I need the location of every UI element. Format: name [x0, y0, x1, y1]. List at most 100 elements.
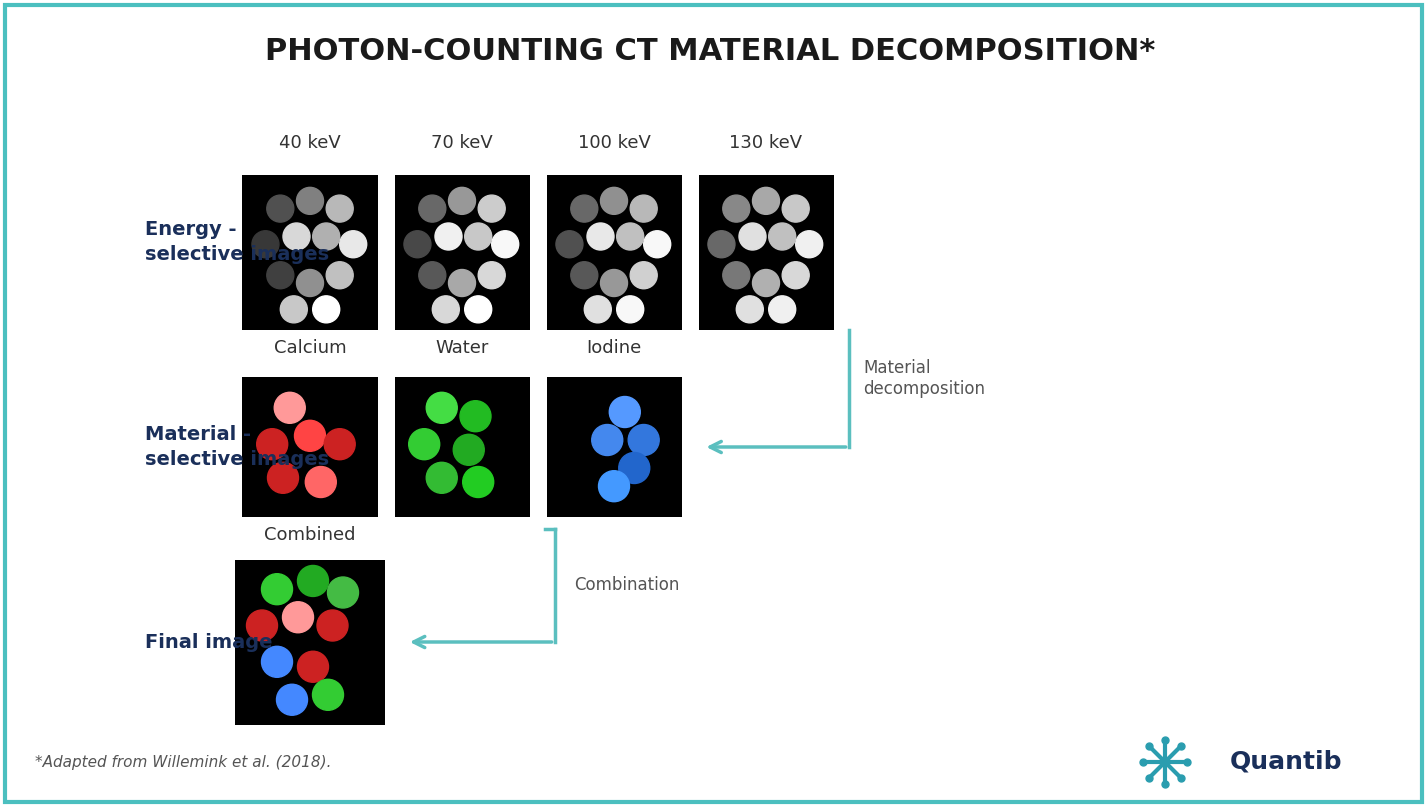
Circle shape: [313, 296, 340, 323]
Circle shape: [592, 424, 622, 455]
Circle shape: [280, 296, 307, 323]
Text: Quantib: Quantib: [1230, 750, 1343, 774]
Circle shape: [340, 231, 367, 257]
Circle shape: [294, 420, 325, 451]
Circle shape: [404, 231, 431, 257]
FancyBboxPatch shape: [235, 559, 385, 725]
Circle shape: [644, 231, 671, 257]
Circle shape: [418, 261, 445, 289]
FancyBboxPatch shape: [243, 377, 378, 517]
Text: Iodine: Iodine: [586, 339, 642, 357]
Text: PHOTON-COUNTING CT MATERIAL DECOMPOSITION*: PHOTON-COUNTING CT MATERIAL DECOMPOSITIO…: [265, 37, 1156, 66]
Circle shape: [723, 195, 749, 222]
Circle shape: [616, 296, 644, 323]
Circle shape: [313, 679, 344, 710]
Circle shape: [257, 429, 288, 460]
Text: *Adapted from Willemink et al. (2018).: *Adapted from Willemink et al. (2018).: [36, 755, 331, 770]
Circle shape: [571, 261, 598, 289]
FancyBboxPatch shape: [547, 174, 682, 329]
Circle shape: [274, 392, 305, 424]
Circle shape: [478, 195, 505, 222]
Circle shape: [782, 195, 809, 222]
Circle shape: [297, 270, 324, 296]
Circle shape: [492, 231, 518, 257]
Circle shape: [327, 261, 354, 289]
Text: 100 keV: 100 keV: [578, 135, 651, 153]
Circle shape: [465, 296, 492, 323]
Circle shape: [418, 195, 445, 222]
Circle shape: [708, 231, 735, 257]
Circle shape: [328, 577, 358, 608]
Circle shape: [462, 466, 494, 497]
Circle shape: [628, 424, 659, 455]
Circle shape: [557, 231, 584, 257]
Circle shape: [769, 296, 796, 323]
Circle shape: [752, 270, 779, 296]
Circle shape: [305, 466, 337, 497]
Circle shape: [454, 434, 484, 466]
Circle shape: [283, 602, 314, 633]
Circle shape: [297, 651, 328, 682]
Circle shape: [631, 195, 658, 222]
Circle shape: [631, 261, 658, 289]
Circle shape: [324, 429, 355, 460]
Text: Combined: Combined: [264, 526, 355, 545]
Circle shape: [601, 270, 628, 296]
Circle shape: [297, 187, 324, 215]
Text: Material -
selective images: Material - selective images: [146, 425, 330, 469]
Circle shape: [408, 429, 440, 460]
Circle shape: [277, 684, 307, 715]
Text: 130 keV: 130 keV: [729, 135, 802, 153]
Circle shape: [261, 574, 293, 604]
Circle shape: [769, 223, 796, 250]
Text: Water: Water: [435, 339, 488, 357]
Circle shape: [584, 296, 611, 323]
Circle shape: [283, 223, 310, 250]
Circle shape: [313, 223, 340, 250]
Text: 70 keV: 70 keV: [431, 135, 492, 153]
Text: Final image: Final image: [146, 633, 273, 651]
Circle shape: [427, 462, 457, 493]
Circle shape: [796, 231, 823, 257]
FancyBboxPatch shape: [698, 174, 833, 329]
Circle shape: [619, 453, 649, 483]
Circle shape: [723, 261, 749, 289]
Circle shape: [253, 231, 278, 257]
Circle shape: [601, 187, 628, 215]
Circle shape: [609, 396, 641, 428]
Text: 40 keV: 40 keV: [280, 135, 341, 153]
Circle shape: [571, 195, 598, 222]
FancyBboxPatch shape: [547, 377, 682, 517]
FancyBboxPatch shape: [6, 5, 1421, 802]
Circle shape: [267, 195, 294, 222]
FancyBboxPatch shape: [243, 174, 378, 329]
Circle shape: [598, 470, 629, 502]
Circle shape: [247, 610, 277, 641]
Text: Material
decomposition: Material decomposition: [863, 359, 986, 398]
Circle shape: [448, 270, 475, 296]
Circle shape: [739, 223, 766, 250]
Circle shape: [616, 223, 644, 250]
Circle shape: [427, 392, 457, 424]
Circle shape: [736, 296, 763, 323]
FancyBboxPatch shape: [394, 377, 529, 517]
Circle shape: [465, 223, 492, 250]
Text: Energy -
selective images: Energy - selective images: [146, 220, 330, 264]
Circle shape: [317, 610, 348, 641]
Text: Combination: Combination: [575, 576, 679, 595]
Circle shape: [261, 646, 293, 677]
Circle shape: [448, 187, 475, 215]
Text: Calcium: Calcium: [274, 339, 347, 357]
Circle shape: [432, 296, 459, 323]
Circle shape: [267, 462, 298, 493]
Circle shape: [752, 187, 779, 215]
Circle shape: [435, 223, 462, 250]
Circle shape: [267, 261, 294, 289]
Circle shape: [327, 195, 354, 222]
Circle shape: [478, 261, 505, 289]
Circle shape: [297, 566, 328, 596]
Circle shape: [459, 401, 491, 432]
Circle shape: [586, 223, 614, 250]
Circle shape: [782, 261, 809, 289]
FancyBboxPatch shape: [394, 174, 529, 329]
